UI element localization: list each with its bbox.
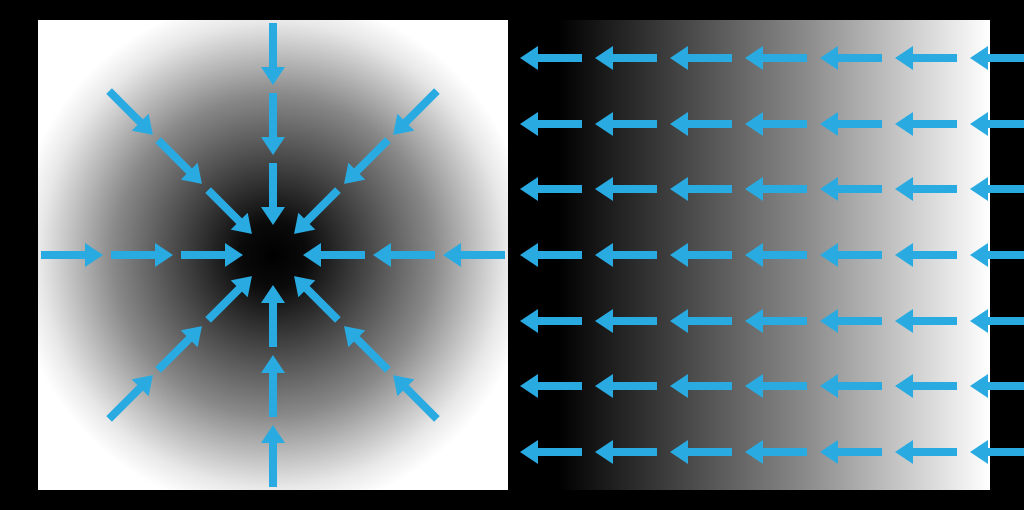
linear-arrow-icon: [595, 309, 657, 333]
linear-arrow-icon: [670, 309, 732, 333]
linear-arrow-icon: [745, 46, 807, 70]
radial-arrow-icon: [261, 425, 285, 487]
radial-arrow-icon: [261, 163, 285, 225]
linear-arrow-icon: [670, 112, 732, 136]
linear-arrow-icon: [895, 112, 957, 136]
radial-arrow-icon: [373, 243, 435, 267]
linear-arrow-icon: [970, 112, 1024, 136]
radial-arrow-icon: [261, 355, 285, 417]
linear-arrow-icon: [595, 46, 657, 70]
linear-arrow-icon: [820, 177, 882, 201]
linear-arrow-icon: [595, 440, 657, 464]
linear-arrow-icon: [970, 177, 1024, 201]
linear-arrow-icon: [670, 440, 732, 464]
linear-arrow-icon: [820, 112, 882, 136]
linear-arrow-icon: [745, 309, 807, 333]
linear-arrow-icon: [595, 112, 657, 136]
linear-arrow-icon: [820, 309, 882, 333]
linear-arrow-icon: [520, 309, 582, 333]
linear-arrow-icon: [970, 46, 1024, 70]
linear-arrow-icon: [670, 374, 732, 398]
linear-arrow-icon: [895, 440, 957, 464]
linear-arrow-icon: [520, 243, 582, 267]
linear-arrow-icon: [820, 374, 882, 398]
linear-arrow-icon: [520, 177, 582, 201]
radial-arrow-icon: [41, 243, 103, 267]
linear-arrow-icon: [670, 46, 732, 70]
radial-arrow-icon: [261, 285, 285, 347]
linear-arrow-icon: [595, 243, 657, 267]
linear-arrow-icon: [520, 374, 582, 398]
linear-arrow-icon: [745, 243, 807, 267]
linear-arrow-icon: [970, 440, 1024, 464]
radial-field-panel: [38, 20, 508, 490]
linear-arrow-icon: [820, 440, 882, 464]
linear-arrow-icon: [670, 177, 732, 201]
radial-arrow-icon: [443, 243, 505, 267]
linear-arrow-icon: [970, 243, 1024, 267]
linear-arrow-icon: [895, 243, 957, 267]
linear-arrow-icon: [745, 177, 807, 201]
radial-arrow-icon: [181, 243, 243, 267]
linear-arrow-icon: [745, 440, 807, 464]
linear-arrow-icon: [595, 177, 657, 201]
radial-arrow-icon: [111, 243, 173, 267]
linear-arrow-icon: [520, 440, 582, 464]
linear-arrow-icon: [895, 46, 957, 70]
linear-arrow-icon: [520, 46, 582, 70]
linear-arrow-icon: [595, 374, 657, 398]
linear-arrow-icon: [970, 309, 1024, 333]
radial-arrow-icon: [261, 23, 285, 85]
linear-arrow-icon: [670, 243, 732, 267]
linear-arrow-icon: [895, 309, 957, 333]
radial-arrow-icon: [303, 243, 365, 267]
linear-arrow-icon: [820, 46, 882, 70]
radial-arrow-icon: [261, 93, 285, 155]
linear-arrow-icon: [970, 374, 1024, 398]
linear-arrow-icon: [820, 243, 882, 267]
linear-arrow-icon: [745, 374, 807, 398]
linear-arrow-icon: [895, 374, 957, 398]
linear-arrow-icon: [895, 177, 957, 201]
linear-arrow-icon: [745, 112, 807, 136]
linear-field-panel: [520, 20, 990, 490]
linear-arrow-icon: [520, 112, 582, 136]
